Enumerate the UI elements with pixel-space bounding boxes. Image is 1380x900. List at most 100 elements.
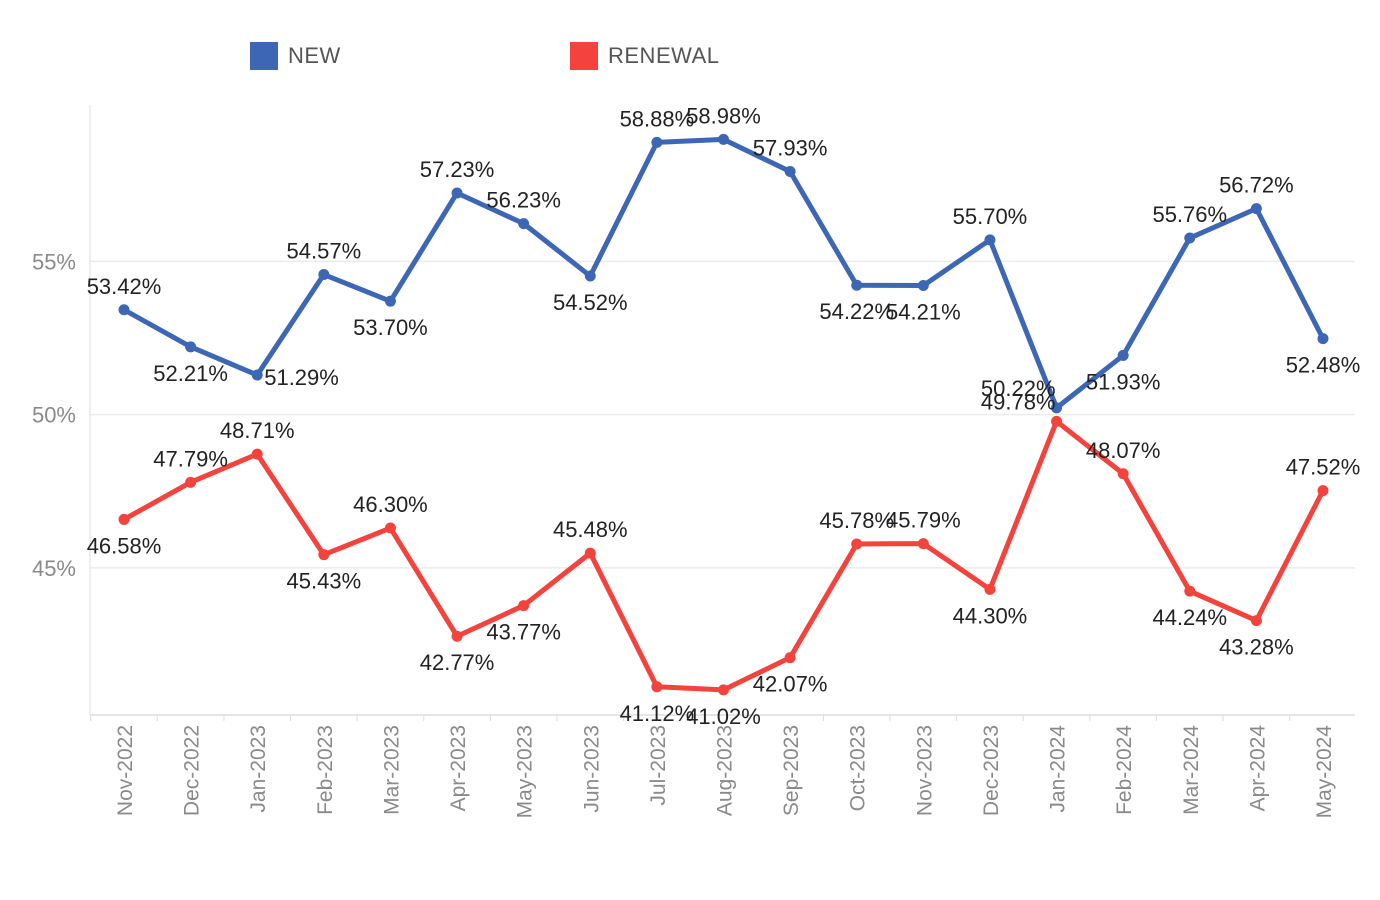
legend-item-new[interactable]: NEW <box>250 40 341 72</box>
data-point-renewal <box>718 684 729 696</box>
data-label-renewal: 45.43% <box>287 569 362 594</box>
data-label-renewal: 47.52% <box>1286 455 1361 480</box>
x-tick-label: Apr-2023 <box>447 725 470 811</box>
x-tick-label: Mar-2024 <box>1180 725 1203 815</box>
x-tick-label: Dec-2022 <box>181 725 204 816</box>
data-label-new: 51.29% <box>264 365 339 390</box>
data-point-renewal <box>651 681 663 693</box>
data-label-new: 57.23% <box>420 157 495 182</box>
data-point-new <box>1250 203 1262 215</box>
data-point-new <box>1317 333 1329 345</box>
data-label-renewal: 41.02% <box>686 704 761 729</box>
data-point-new <box>584 270 596 282</box>
data-label-renewal: 45.79% <box>886 508 961 533</box>
data-label-renewal: 44.30% <box>953 603 1028 628</box>
data-point-renewal <box>851 538 863 550</box>
data-point-new <box>1184 232 1196 244</box>
data-label-new: 53.70% <box>353 315 428 340</box>
data-point-new <box>718 133 729 145</box>
data-point-new <box>1117 349 1129 361</box>
data-label-renewal: 49.78% <box>981 389 1056 414</box>
data-label-new: 56.72% <box>1219 173 1294 198</box>
x-tick-label: Nov-2023 <box>913 725 936 816</box>
data-label-new: 54.52% <box>553 290 628 315</box>
x-tick-label: May-2024 <box>1313 725 1336 819</box>
legend-swatch-new <box>250 42 278 70</box>
data-label-new: 56.23% <box>486 188 561 213</box>
data-point-new <box>185 341 197 353</box>
data-label-renewal: 46.30% <box>353 492 428 517</box>
data-label-new: 54.21% <box>886 300 961 325</box>
data-label-new: 50.22% <box>981 376 1056 401</box>
data-point-new <box>917 280 929 292</box>
data-label-renewal: 44.24% <box>1152 605 1227 630</box>
data-point-renewal <box>251 448 263 460</box>
data-point-renewal <box>118 513 130 525</box>
data-point-renewal <box>318 549 330 561</box>
data-label-new: 52.48% <box>1286 353 1361 378</box>
x-tick-label: Aug-2023 <box>714 725 737 816</box>
x-tick-label: Mar-2023 <box>380 725 403 815</box>
data-point-new <box>451 187 463 199</box>
legend-label-new: NEW <box>288 43 341 68</box>
data-point-renewal <box>384 522 396 534</box>
data-label-renewal: 45.78% <box>819 508 894 533</box>
data-label-new: 58.98% <box>686 103 761 128</box>
y-tick-label: 55% <box>32 249 76 274</box>
data-point-new <box>851 279 863 291</box>
legend-label-renewal: RENEWAL <box>608 43 720 68</box>
data-label-renewal: 42.77% <box>420 650 495 675</box>
data-point-renewal <box>518 600 530 612</box>
y-tick-label: 45% <box>32 556 76 581</box>
x-tick-label: Oct-2023 <box>847 725 870 811</box>
x-tick-label: Jun-2023 <box>580 725 603 813</box>
data-point-renewal <box>584 547 596 559</box>
data-point-new <box>1051 402 1063 414</box>
data-point-new <box>118 304 130 316</box>
data-point-renewal <box>784 652 796 664</box>
data-point-new <box>518 218 530 230</box>
data-point-renewal <box>451 630 463 642</box>
x-tick-label: May-2023 <box>514 725 537 818</box>
data-label-renewal: 41.12% <box>620 701 695 726</box>
data-point-renewal <box>984 583 996 595</box>
data-point-renewal <box>917 538 929 550</box>
data-label-renewal: 43.77% <box>486 620 561 645</box>
data-point-new <box>784 166 796 178</box>
x-tick-label: Jan-2023 <box>247 725 270 813</box>
data-label-new: 54.22% <box>819 299 894 324</box>
data-label-new: 58.88% <box>620 106 695 131</box>
data-label-renewal: 45.48% <box>553 517 628 542</box>
data-label-new: 54.57% <box>287 239 362 264</box>
x-tick-label: Dec-2023 <box>980 725 1003 816</box>
data-label-new: 52.21% <box>153 361 228 386</box>
data-point-new <box>318 269 330 281</box>
data-point-renewal <box>1184 585 1196 597</box>
x-tick-label: Feb-2024 <box>1113 725 1136 815</box>
data-label-renewal: 46.58% <box>87 533 162 558</box>
data-label-renewal: 42.07% <box>753 672 828 697</box>
data-point-new <box>984 234 996 246</box>
legend-item-renewal[interactable]: RENEWAL <box>570 40 719 72</box>
data-point-renewal <box>1317 485 1329 497</box>
data-label-renewal: 47.79% <box>153 446 228 471</box>
legend-swatch-renewal <box>570 42 598 70</box>
data-point-new <box>651 136 663 148</box>
x-tick-label: Feb-2023 <box>314 725 337 815</box>
x-tick-label: Nov-2022 <box>114 725 137 816</box>
x-tick-label: Apr-2024 <box>1246 725 1269 812</box>
data-point-renewal <box>1250 615 1262 627</box>
data-point-new <box>384 295 396 307</box>
data-label-renewal: 48.07% <box>1086 438 1161 463</box>
chart-legend: NEW RENEWAL <box>0 40 1380 76</box>
data-point-renewal <box>1117 468 1129 480</box>
data-point-renewal <box>1051 415 1063 427</box>
data-label-new: 55.76% <box>1152 202 1227 227</box>
data-label-new: 57.93% <box>753 136 828 161</box>
data-label-new: 53.42% <box>87 274 162 299</box>
data-label-renewal: 48.71% <box>220 418 295 443</box>
x-tick-label: Jan-2024 <box>1047 725 1070 813</box>
data-point-new <box>251 369 263 381</box>
data-label-new: 55.70% <box>953 204 1028 229</box>
